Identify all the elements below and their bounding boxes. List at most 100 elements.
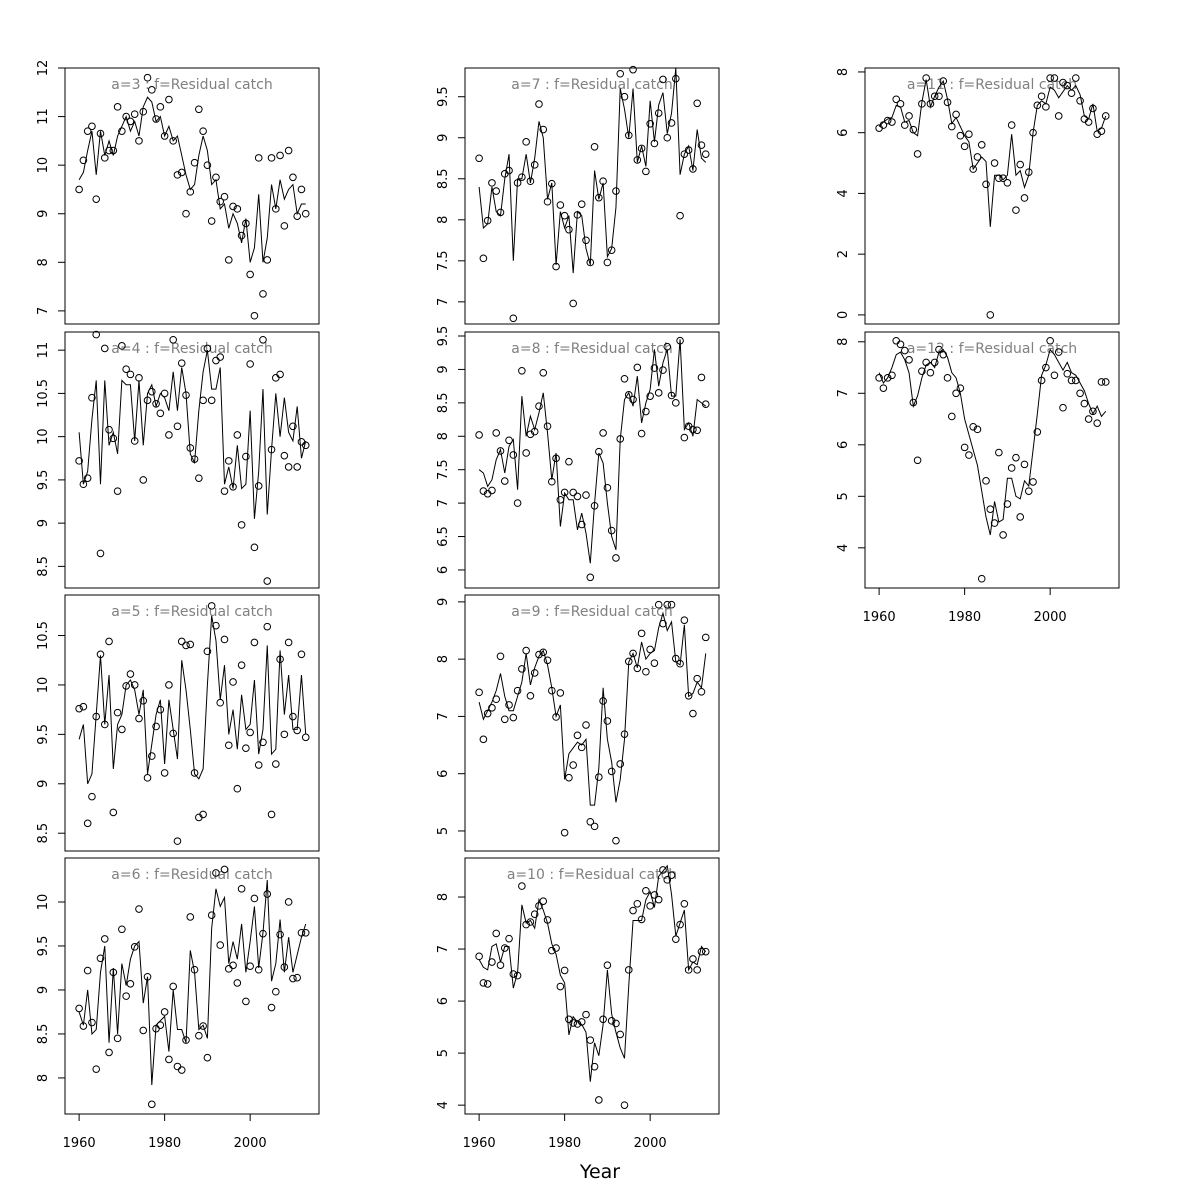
data-point xyxy=(220,192,229,201)
data-point xyxy=(965,130,973,139)
data-point xyxy=(526,177,535,186)
data-point xyxy=(680,899,689,908)
data-point xyxy=(1046,74,1054,82)
data-point xyxy=(569,761,577,769)
data-point xyxy=(297,185,306,194)
data-point xyxy=(88,393,96,402)
data-point xyxy=(672,399,680,407)
data-point xyxy=(654,389,663,397)
data-point xyxy=(565,225,573,234)
data-point xyxy=(156,409,165,418)
data-point xyxy=(118,725,126,734)
y-tick-label: 10.5 xyxy=(36,621,51,650)
x-tick-label: 1960 xyxy=(463,1136,496,1151)
data-point xyxy=(535,402,543,410)
y-tick-label: 0 xyxy=(836,311,851,319)
data-point xyxy=(113,1034,122,1043)
data-point xyxy=(637,429,646,438)
data-point xyxy=(642,167,650,176)
data-point xyxy=(1072,74,1080,82)
data-point xyxy=(505,934,513,943)
data-point xyxy=(556,982,565,991)
data-point xyxy=(573,731,582,740)
data-point xyxy=(607,1017,616,1025)
data-point xyxy=(113,708,122,717)
data-point xyxy=(220,865,229,874)
data-point xyxy=(539,125,548,134)
y-tick-label: 8 xyxy=(436,216,451,224)
data-point xyxy=(629,906,637,915)
data-point xyxy=(148,752,156,760)
data-point xyxy=(118,342,126,350)
data-point xyxy=(276,151,284,160)
data-point xyxy=(642,667,650,676)
data-point xyxy=(165,95,173,104)
fitted-line xyxy=(878,79,1107,227)
data-point xyxy=(195,474,203,482)
data-point xyxy=(113,103,122,111)
data-point xyxy=(289,422,297,431)
data-point xyxy=(156,1021,165,1029)
data-point xyxy=(165,681,173,689)
y-tick-label: 6 xyxy=(436,770,451,778)
data-point xyxy=(509,314,518,323)
data-point xyxy=(492,929,501,938)
panel-title: a=11 : f=Residual catch xyxy=(907,77,1077,93)
y-tick-label: 8.5 xyxy=(436,393,451,414)
data-point xyxy=(242,452,250,461)
data-point xyxy=(289,712,297,721)
data-point xyxy=(999,174,1007,183)
data-point xyxy=(948,412,956,421)
data-point xyxy=(883,116,892,125)
data-point xyxy=(224,256,233,264)
data-point xyxy=(539,648,548,657)
data-point xyxy=(479,735,488,744)
data-point xyxy=(560,828,569,837)
data-point xyxy=(492,429,501,437)
data-point xyxy=(888,118,896,126)
data-point xyxy=(165,1055,173,1064)
data-point xyxy=(83,966,92,975)
data-point xyxy=(297,650,306,659)
data-point xyxy=(999,531,1007,539)
data-point xyxy=(173,837,182,845)
data-point xyxy=(565,773,573,782)
data-point xyxy=(250,543,259,552)
data-point xyxy=(160,389,169,398)
data-point xyxy=(148,86,156,94)
data-point xyxy=(118,925,126,934)
data-point xyxy=(96,129,105,138)
y-tick-label: 10 xyxy=(36,157,51,174)
data-point xyxy=(246,270,254,279)
data-point xyxy=(100,935,109,943)
data-point xyxy=(233,784,242,793)
data-point xyxy=(242,997,250,1006)
y-tick-label: 7 xyxy=(836,389,851,397)
data-point xyxy=(207,396,216,405)
panel-frame xyxy=(64,67,320,325)
data-point xyxy=(177,359,186,367)
data-point xyxy=(126,370,135,379)
y-tick-label: 9.5 xyxy=(36,724,51,745)
data-point xyxy=(637,629,646,638)
y-tick-label: 7 xyxy=(436,499,451,507)
panel-title: a=9 : f=Residual catch xyxy=(511,604,672,620)
data-point xyxy=(233,205,242,213)
data-point xyxy=(229,678,237,686)
data-point xyxy=(969,165,977,173)
data-point xyxy=(624,391,633,399)
data-point xyxy=(552,944,560,952)
data-point xyxy=(607,767,616,776)
data-point xyxy=(905,356,913,364)
data-point xyxy=(616,69,625,78)
y-tick-label: 8 xyxy=(436,893,451,901)
data-point xyxy=(629,649,637,658)
data-point xyxy=(624,966,633,974)
y-tick-label: 7 xyxy=(36,307,51,315)
data-point xyxy=(680,150,689,158)
data-point xyxy=(267,154,276,162)
data-point xyxy=(109,808,118,817)
data-point xyxy=(654,600,663,609)
data-point xyxy=(88,1018,96,1027)
data-point xyxy=(513,686,522,695)
